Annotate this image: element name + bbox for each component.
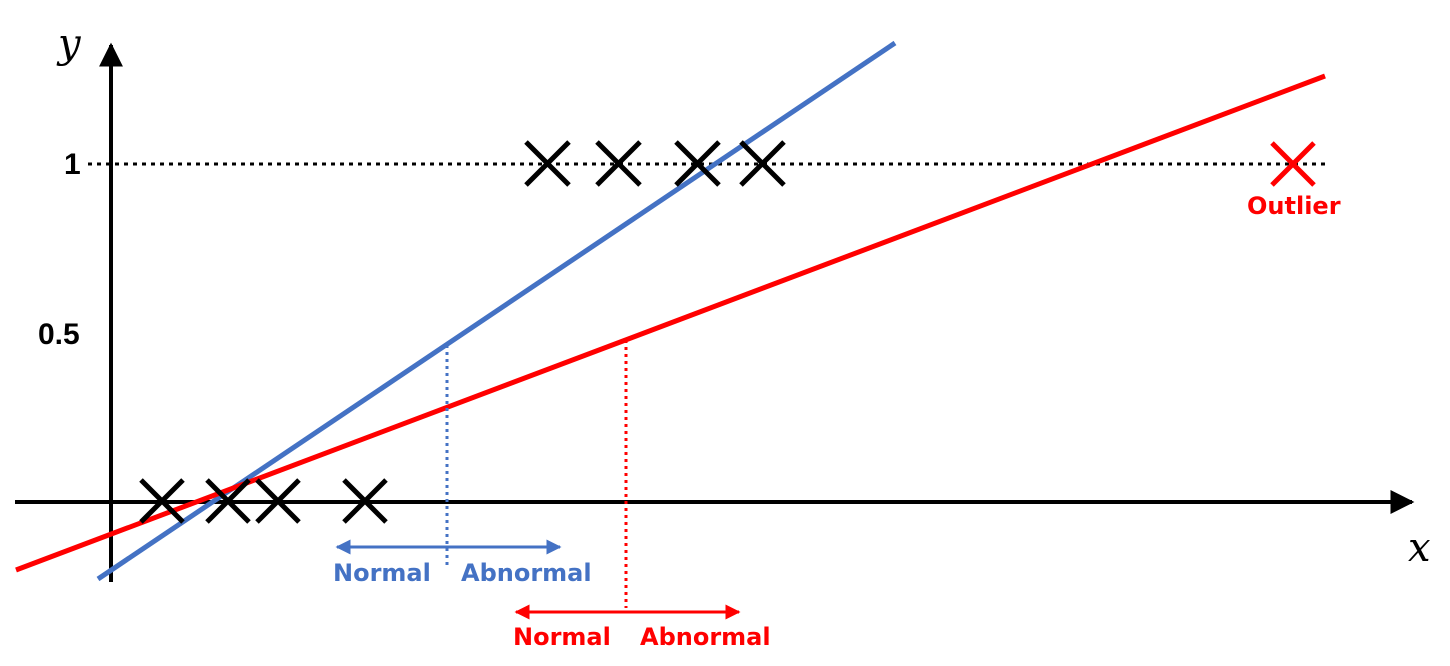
blue-abnormal-label: Abnormal — [461, 559, 592, 587]
x-axis-label: x — [1408, 525, 1431, 571]
red-normal-label: Normal — [513, 623, 611, 651]
y-tick-1: 1 — [64, 148, 81, 181]
blue-normal-label: Normal — [333, 559, 431, 587]
sample-cross — [205, 478, 251, 524]
outlier-cross — [1270, 141, 1316, 187]
red-fit-line — [15, 73, 1326, 573]
sample-cross — [739, 140, 786, 187]
sample-cross — [524, 140, 571, 187]
sample-cross — [342, 478, 388, 524]
samples-y0 — [139, 478, 388, 524]
outlier-label: Outlier — [1247, 192, 1341, 220]
blue-fit-line — [96, 40, 897, 582]
samples-y1 — [524, 140, 786, 187]
y-tick-0-5: 0.5 — [38, 318, 80, 351]
y-axis-label: y — [56, 21, 82, 67]
red-abnormal-label: Abnormal — [640, 623, 771, 651]
sample-cross — [595, 140, 642, 187]
sample-cross — [255, 478, 301, 524]
sample-cross — [674, 140, 721, 187]
sample-cross — [139, 478, 185, 524]
